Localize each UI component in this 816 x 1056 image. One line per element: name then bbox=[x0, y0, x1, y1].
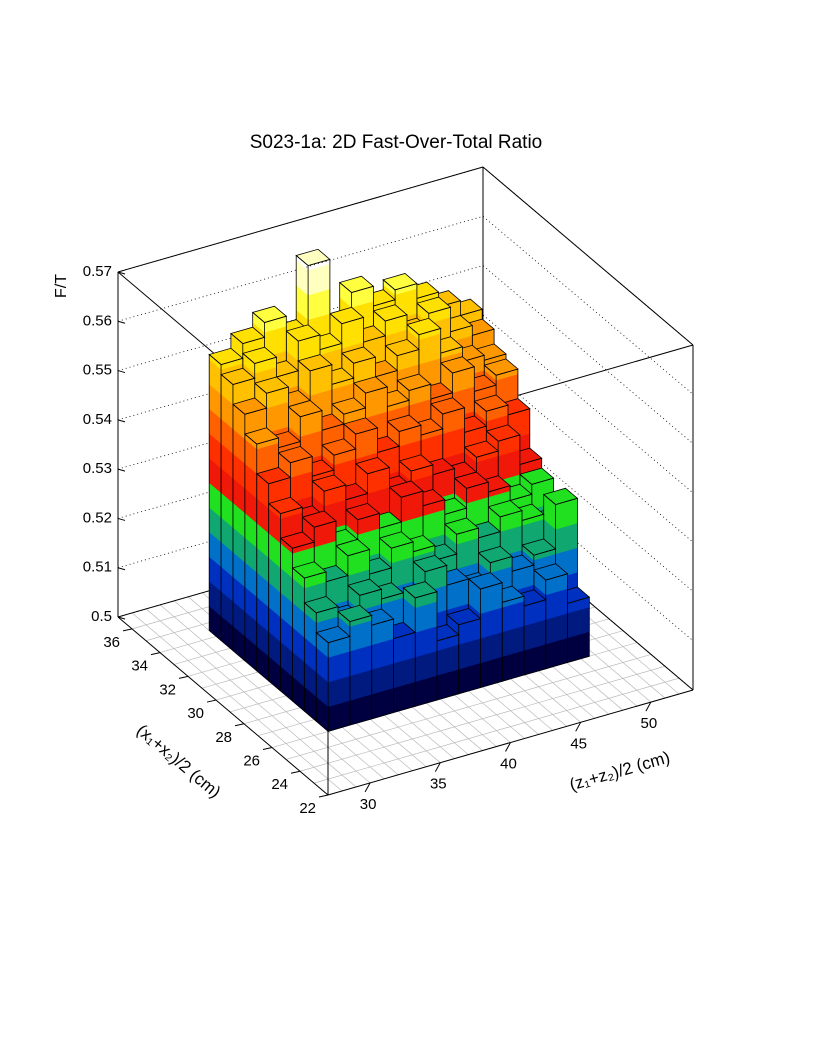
x-tick bbox=[645, 701, 652, 712]
box-edge bbox=[117, 166, 484, 273]
x-tick-label: 35 bbox=[430, 776, 447, 793]
floor-grid-line bbox=[159, 604, 371, 784]
x-tick bbox=[434, 762, 441, 772]
x-tick bbox=[364, 782, 371, 793]
chart-title: S023-1a: 2D Fast-Over-Total Ratio bbox=[250, 132, 543, 153]
y-tick-label: 26 bbox=[243, 753, 260, 770]
z-tick-label: 0.55 bbox=[83, 362, 112, 379]
y-tick-label: 30 bbox=[187, 705, 204, 722]
y-tick-label: 36 bbox=[103, 634, 120, 651]
y-tick bbox=[178, 675, 189, 679]
x-tick bbox=[505, 742, 511, 752]
y-tick bbox=[150, 652, 161, 656]
z-tick bbox=[117, 616, 126, 620]
bar-outline bbox=[315, 631, 351, 732]
box-edge bbox=[482, 166, 694, 346]
y-tick bbox=[122, 628, 133, 632]
z-tick-label: 0.57 bbox=[83, 263, 112, 280]
y-tick bbox=[290, 770, 301, 774]
floor-grid-line bbox=[145, 608, 357, 788]
z-tick bbox=[117, 517, 126, 521]
z-tick bbox=[117, 271, 126, 275]
y-tick bbox=[206, 699, 217, 703]
z-tick bbox=[117, 419, 126, 423]
floor-grid-line bbox=[131, 612, 343, 792]
x-tick-label: 50 bbox=[641, 715, 658, 732]
z-tick bbox=[117, 320, 126, 324]
z-tick bbox=[117, 567, 126, 571]
y-tick-label: 28 bbox=[215, 729, 232, 746]
box-edge bbox=[117, 616, 329, 796]
z-tick-label: 0.56 bbox=[83, 312, 112, 329]
x-tick bbox=[575, 722, 582, 732]
y-tick-label: 24 bbox=[271, 776, 288, 793]
floor-grid-line bbox=[285, 654, 652, 760]
z-tick-label: 0.52 bbox=[83, 509, 112, 526]
z-tick bbox=[117, 370, 126, 374]
y-tick-label: 34 bbox=[131, 658, 148, 675]
floor-grid-line bbox=[299, 665, 666, 772]
x-tick-label: 30 bbox=[360, 796, 377, 813]
y-axis-title: (x₁+x₂)/2 (cm) bbox=[133, 721, 224, 802]
z-tick-label: 0.54 bbox=[83, 411, 112, 428]
y-tick-label: 22 bbox=[299, 800, 316, 817]
floor-grid-line bbox=[313, 677, 680, 784]
z-tick-label: 0.53 bbox=[83, 460, 112, 477]
z-axis-title: F/T bbox=[53, 274, 70, 298]
z-tick-label: 0.5 bbox=[91, 608, 112, 625]
x-tick-label: 45 bbox=[570, 735, 587, 752]
x-tick-label: 40 bbox=[500, 755, 517, 772]
y-tick-label: 32 bbox=[159, 681, 176, 698]
z-tick bbox=[117, 468, 126, 472]
y-tick bbox=[234, 723, 245, 727]
z-tick-label: 0.51 bbox=[83, 559, 112, 576]
y-tick bbox=[262, 747, 273, 751]
bar bbox=[315, 625, 351, 732]
x-axis-title: (z₁+z₂)/2 (cm) bbox=[567, 748, 672, 795]
bar-top bbox=[295, 248, 331, 267]
bar bbox=[467, 572, 504, 689]
y-tick bbox=[318, 794, 329, 798]
